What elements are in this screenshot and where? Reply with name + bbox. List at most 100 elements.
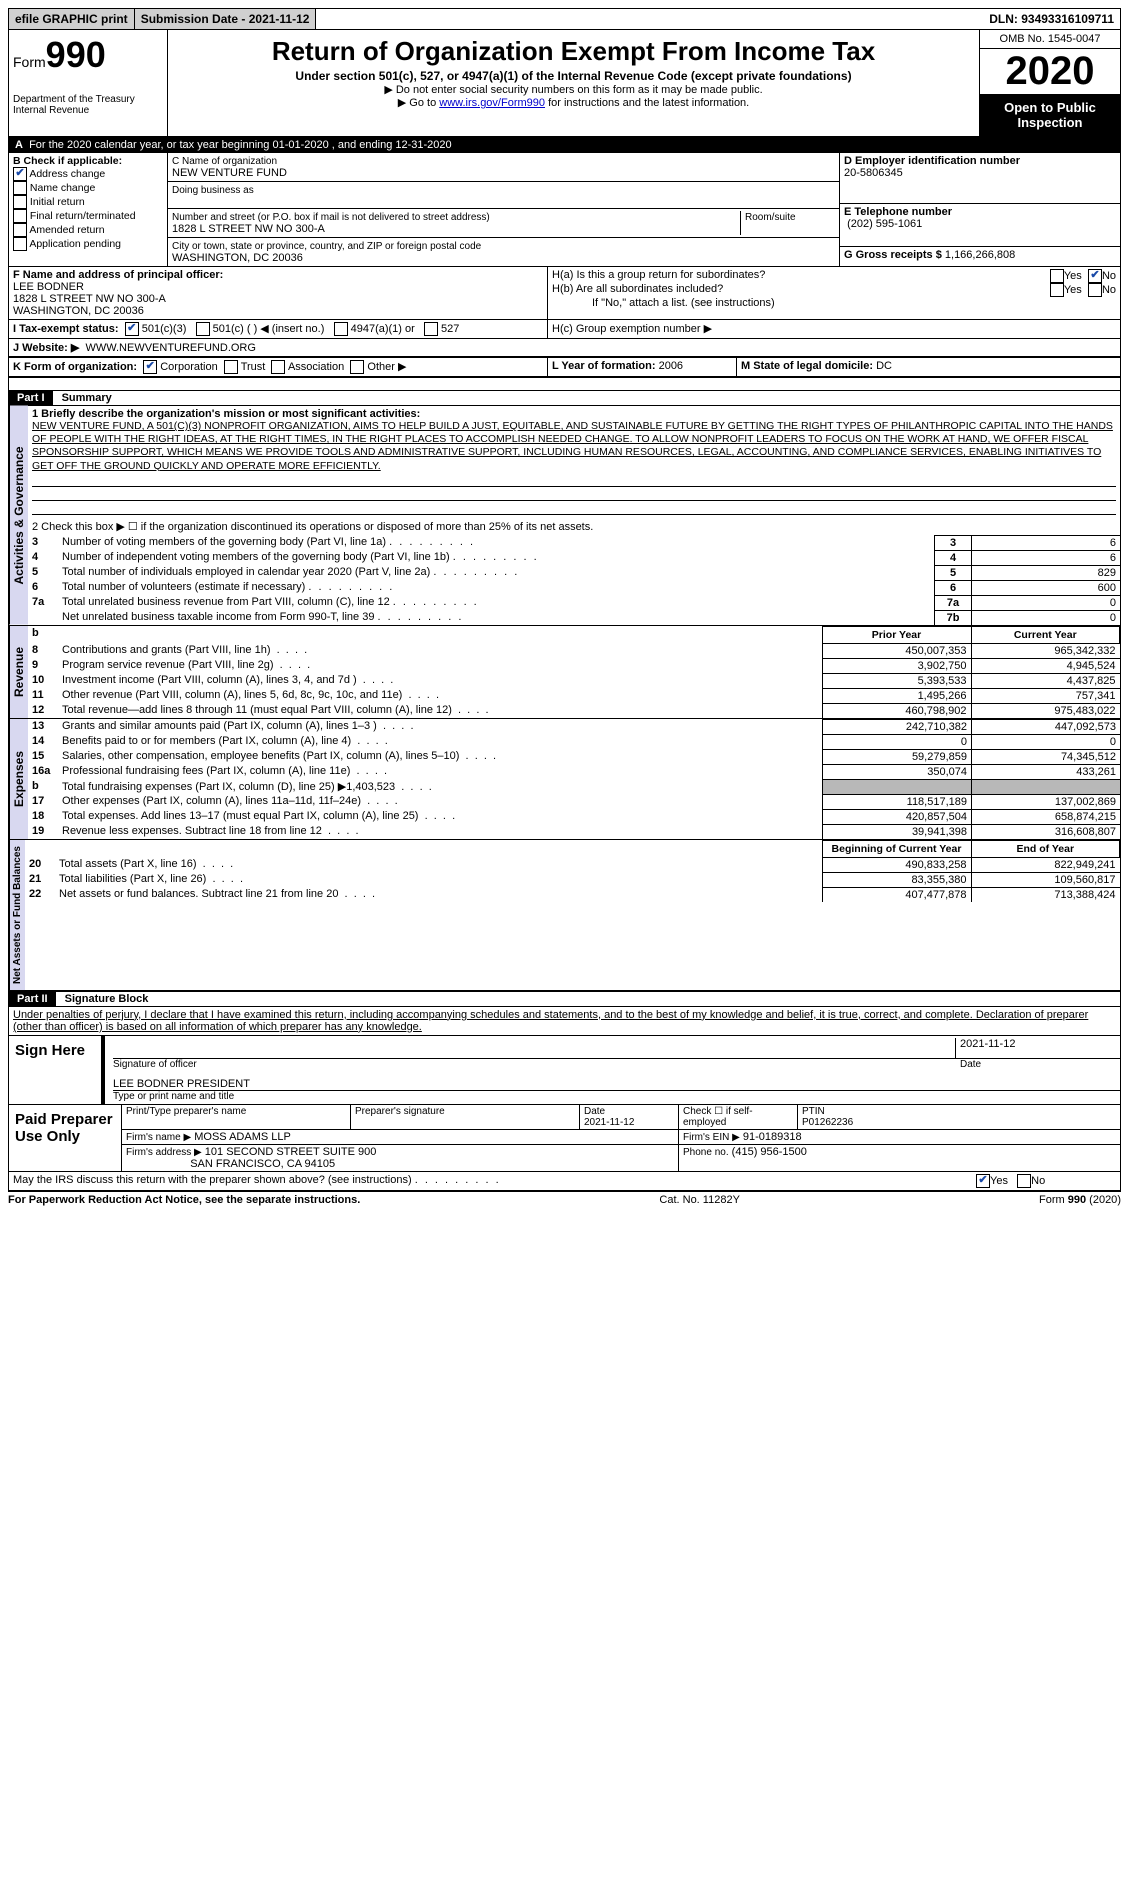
dept-treasury: Department of the Treasury Internal Reve… — [13, 94, 163, 116]
form-title: Return of Organization Exempt From Incom… — [172, 36, 975, 67]
open-to-public: Open to Public Inspection — [980, 94, 1120, 136]
fin-row-11: 11Other revenue (Part VIII, column (A), … — [28, 688, 1120, 703]
k-other[interactable] — [350, 360, 364, 374]
fin-row-21: 21Total liabilities (Part X, line 26) . … — [25, 872, 1120, 887]
box-deg: D Employer identification number20-58063… — [839, 153, 1120, 266]
box-b: B Check if applicable: ✔ Address change … — [9, 153, 168, 266]
expenses-section: Expenses 13Grants and similar amounts pa… — [8, 719, 1121, 840]
part-ii-tag: Part II — [9, 992, 56, 1006]
part-i-tag: Part I — [9, 391, 53, 405]
fin-row-18: 18Total expenses. Add lines 13–17 (must … — [28, 809, 1120, 824]
ha-no[interactable]: ✔ — [1088, 269, 1102, 283]
gross-receipts: 1,166,266,808 — [945, 249, 1015, 261]
discuss-yes[interactable]: ✔ — [976, 1174, 990, 1188]
checkbox-address-change[interactable]: ✔ Address change — [13, 167, 163, 181]
fin-row-10: 10Investment income (Part VIII, column (… — [28, 673, 1120, 688]
fin-row-20: 20Total assets (Part X, line 16) . . . .… — [25, 857, 1120, 872]
fin-row-b: bTotal fundraising expenses (Part IX, co… — [28, 779, 1120, 794]
prior-year-hdr: Prior Year — [822, 626, 971, 643]
net-assets-section: Net Assets or Fund Balances Beginning of… — [8, 840, 1121, 992]
discuss-no[interactable] — [1017, 1174, 1031, 1188]
fin-row-12: 12Total revenue—add lines 8 through 11 (… — [28, 703, 1120, 718]
mission-text: NEW VENTURE FUND, A 501(C)(3) NONPROFIT … — [32, 420, 1113, 471]
i-501c[interactable] — [196, 322, 210, 336]
hb-yes[interactable] — [1050, 283, 1064, 297]
line-a: A For the 2020 calendar year, or tax yea… — [8, 137, 1121, 153]
box-hc: H(c) Group exemption number ▶ — [548, 320, 1120, 338]
sign-here-block: Sign Here 2021-11-12 Signature of office… — [8, 1036, 1121, 1105]
box-i: I Tax-exempt status: ✔ 501(c)(3) 501(c) … — [9, 320, 548, 338]
fin-row-8: 8Contributions and grants (Part VIII, li… — [28, 643, 1120, 658]
gov-row-4: 4Number of independent voting members of… — [28, 550, 1120, 565]
footer: For Paperwork Reduction Act Notice, see … — [8, 1192, 1121, 1206]
governance-table: 3Number of voting members of the governi… — [28, 535, 1120, 625]
i-501c3[interactable]: ✔ — [125, 322, 139, 336]
omb-number: OMB No. 1545-0047 — [980, 30, 1120, 49]
firm-ein: 91-0189318 — [743, 1131, 802, 1143]
discuss-question: May the IRS discuss this return with the… — [9, 1172, 972, 1190]
submission-date-box: Submission Date - 2021-11-12 — [135, 9, 317, 29]
current-year-hdr: Current Year — [971, 626, 1120, 643]
hb-no[interactable] — [1088, 283, 1102, 297]
revenue-section: Revenue b Prior Year Current Year 8Contr… — [8, 626, 1121, 719]
tab-expenses: Expenses — [9, 719, 28, 839]
box-l: L Year of formation: 2006 — [548, 358, 737, 376]
fin-row-13: 13Grants and similar amounts paid (Part … — [28, 719, 1120, 734]
checkbox-amended-return[interactable]: Amended return — [13, 223, 163, 237]
ssn-note: ▶ Do not enter social security numbers o… — [172, 83, 975, 96]
firm-phone: (415) 956-1500 — [732, 1146, 807, 1158]
box-c: C Name of organizationNEW VENTURE FUND D… — [168, 153, 839, 266]
fin-row-19: 19Revenue less expenses. Subtract line 1… — [28, 824, 1120, 839]
website: WWW.NEWVENTUREFUND.ORG — [85, 342, 255, 354]
perjury-statement: Under penalties of perjury, I declare th… — [9, 1007, 1120, 1035]
ha-yes[interactable] — [1050, 269, 1064, 283]
gov-row-7a: 7aTotal unrelated business revenue from … — [28, 595, 1120, 610]
fin-row-17: 17Other expenses (Part IX, column (A), l… — [28, 794, 1120, 809]
part-ii-title: Signature Block — [59, 992, 155, 1006]
efile-print-button[interactable]: efile GRAPHIC print — [9, 9, 135, 29]
fin-row-22: 22Net assets or fund balances. Subtract … — [25, 887, 1120, 902]
org-street: 1828 L STREET NW NO 300-A — [172, 223, 325, 235]
tab-revenue: Revenue — [9, 626, 28, 718]
paid-preparer-block: Paid Preparer Use Only Print/Type prepar… — [8, 1105, 1121, 1172]
fin-row-14: 14Benefits paid to or for members (Part … — [28, 734, 1120, 749]
form-subtitle: Under section 501(c), 527, or 4947(a)(1)… — [172, 69, 975, 83]
form-number: Form990 — [13, 34, 163, 76]
ein: 20-5806345 — [844, 167, 903, 179]
gov-row-7b: Net unrelated business taxable income fr… — [28, 610, 1120, 625]
firm-name: MOSS ADAMS LLP — [194, 1131, 291, 1143]
phone: (202) 595-1061 — [847, 218, 922, 230]
activities-governance: Activities & Governance 1 Briefly descri… — [8, 406, 1121, 626]
officer-name: LEE BODNER — [13, 281, 84, 293]
fin-row-15: 15Salaries, other compensation, employee… — [28, 749, 1120, 764]
form-header: Form990 Department of the Treasury Inter… — [8, 30, 1121, 137]
gov-row-6: 6Total number of volunteers (estimate if… — [28, 580, 1120, 595]
officer-block: F Name and address of principal officer:… — [8, 267, 1121, 320]
i-527[interactable] — [424, 322, 438, 336]
fin-row-16a: 16aProfessional fundraising fees (Part I… — [28, 764, 1120, 779]
i-4947[interactable] — [334, 322, 348, 336]
k-corp[interactable]: ✔ — [143, 360, 157, 374]
checkbox-final-return-terminated[interactable]: Final return/terminated — [13, 209, 163, 223]
tax-year: 2020 — [980, 49, 1120, 94]
org-name: NEW VENTURE FUND — [172, 167, 287, 179]
checkbox-application-pending[interactable]: Application pending — [13, 237, 163, 251]
org-city: WASHINGTON, DC 20036 — [172, 252, 303, 264]
dln: DLN: 93493316109711 — [983, 9, 1120, 29]
fin-row-9: 9Program service revenue (Part VIII, lin… — [28, 658, 1120, 673]
gov-row-3: 3Number of voting members of the governi… — [28, 535, 1120, 550]
checkbox-name-change[interactable]: Name change — [13, 181, 163, 195]
box-m: M State of legal domicile: DC — [737, 358, 1120, 376]
tab-net-assets: Net Assets or Fund Balances — [9, 840, 25, 990]
goto-note: ▶ Go to www.irs.gov/Form990 for instruct… — [172, 96, 975, 109]
k-assoc[interactable] — [271, 360, 285, 374]
checkbox-initial-return[interactable]: Initial return — [13, 195, 163, 209]
part-i-title: Summary — [56, 391, 118, 405]
k-trust[interactable] — [224, 360, 238, 374]
box-j: J Website: ▶ WWW.NEWVENTUREFUND.ORG — [9, 339, 1120, 356]
ptin: P01262236 — [802, 1117, 853, 1128]
irs-link[interactable]: www.irs.gov/Form990 — [439, 97, 545, 109]
box-k: K Form of organization: ✔ Corporation Tr… — [9, 358, 548, 376]
gov-row-5: 5Total number of individuals employed in… — [28, 565, 1120, 580]
tab-activities: Activities & Governance — [9, 406, 28, 625]
